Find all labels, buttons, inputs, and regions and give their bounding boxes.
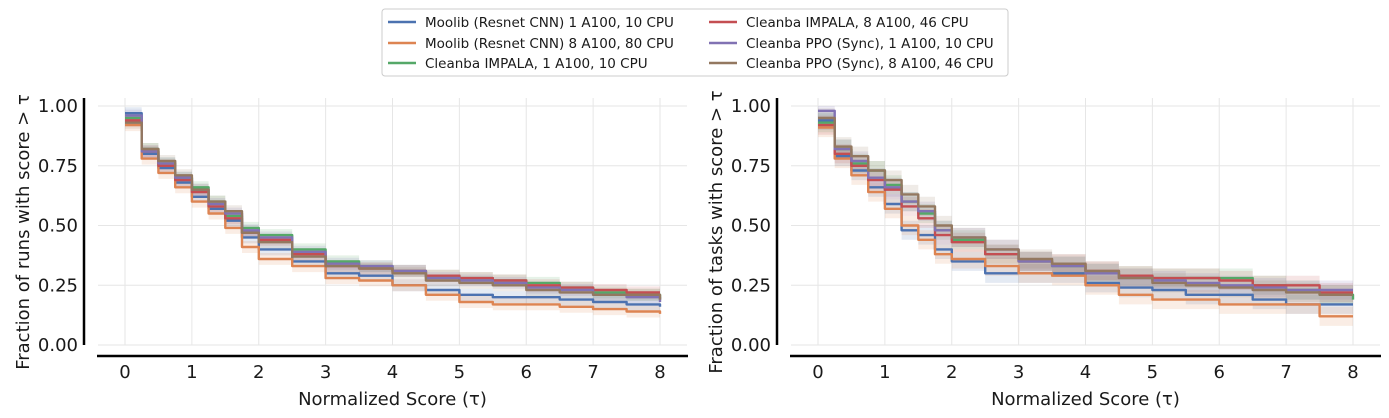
right-panel-tasks: 0 1 2 3 4 5 6 7 8 0.00 0.25 0.50 0.75 1.00 Normalized …: [706, 90, 1381, 410]
series-lines: [125, 111, 662, 314]
x-tick-label: 3: [1013, 362, 1024, 383]
y-tick-label: 1.00: [731, 96, 771, 117]
x-axis-label: Normalized Score (τ): [991, 389, 1180, 410]
legend-frame: [381, 8, 1009, 77]
y-tick-label: 0.75: [38, 156, 78, 177]
x-tick-label: 5: [1147, 362, 1158, 383]
gridlines: [98, 98, 687, 346]
x-tick-label: 2: [946, 362, 957, 383]
x-tick-label: 0: [812, 362, 823, 383]
y-axis-label: Fraction of runs with score > τ: [13, 94, 34, 370]
legend-item-moolib-resnet-cnn-8-a100-80-cpu: Moolib (Resnet CNN) 8 A100, 80 CPU: [388, 36, 674, 52]
x-tick-label: 1: [186, 362, 197, 383]
x-axis-label: Normalized Score (τ): [298, 389, 487, 410]
series-line-cleanba-ppo-sync-8-a100-46-cpu: [125, 121, 662, 300]
x-tick-label: 7: [1280, 362, 1291, 383]
x-tick-label: 0: [119, 362, 130, 383]
x-tick-label: 4: [1080, 362, 1091, 383]
y-tick-label: 0.25: [38, 275, 78, 296]
series-lines: [818, 109, 1355, 318]
legend-item-cleanba-impala-1-a100-10-cpu: Cleanba IMPALA, 1 A100, 10 CPU: [388, 56, 648, 72]
legend-item-cleanba-ppo-sync-8-a100-46-cpu: Cleanba PPO (Sync), 8 A100, 46 CPU: [709, 56, 994, 72]
legend-label: Moolib (Resnet CNN) 1 A100, 10 CPU: [425, 15, 674, 31]
x-tick-label: 7: [587, 362, 598, 383]
legend-label: Moolib (Resnet CNN) 8 A100, 80 CPU: [425, 36, 674, 52]
x-tick-label: 8: [654, 362, 665, 383]
legend-item-cleanba-impala-8-a100-46-cpu: Cleanba IMPALA, 8 A100, 46 CPU: [709, 15, 969, 31]
legend-label: Cleanba PPO (Sync), 1 A100, 10 CPU: [746, 36, 994, 52]
x-tick-label: 1: [879, 362, 890, 383]
y-tick-label: 1.00: [38, 96, 78, 117]
series-line-cleanba-impala-8-a100-46-cpu: [818, 123, 1353, 294]
series-line-moolib-resnet-cnn-8-a100-80-cpu: [125, 123, 662, 314]
legend-item-moolib-resnet-cnn-1-a100-10-cpu: Moolib (Resnet CNN) 1 A100, 10 CPU: [388, 15, 674, 31]
x-tick-label: 4: [387, 362, 398, 383]
series-line-cleanba-ppo-sync-8-a100-46-cpu: [818, 116, 1353, 296]
series-line-moolib-resnet-cnn-8-a100-80-cpu: [818, 126, 1353, 318]
x-tick-label: 6: [1214, 362, 1225, 383]
x-tick-label: 8: [1347, 362, 1358, 383]
x-tick-label: 3: [320, 362, 331, 383]
y-axis-label: Fraction of tasks with score > τ: [706, 90, 727, 373]
band-cleanba-ppo-sync-1-a100-10-cpu: [818, 106, 1353, 300]
legend-label: Cleanba IMPALA, 1 A100, 10 CPU: [425, 56, 648, 72]
legend-label: Cleanba IMPALA, 8 A100, 46 CPU: [746, 15, 969, 31]
y-tick-label: 0.00: [731, 335, 771, 356]
x-tick-label: 5: [454, 362, 465, 383]
y-tick-label: 0.00: [38, 335, 78, 356]
x-tick-label: 2: [253, 362, 264, 383]
legend-item-cleanba-ppo-sync-1-a100-10-cpu: Cleanba PPO (Sync), 1 A100, 10 CPU: [709, 36, 994, 52]
y-tick-label: 0.50: [731, 216, 771, 237]
y-tick-label: 0.50: [38, 216, 78, 237]
y-tick-label: 0.75: [731, 156, 771, 177]
legend: Moolib (Resnet CNN) 1 A100, 10 CPU Moolib…: [381, 8, 1009, 77]
legend-label: Cleanba PPO (Sync), 8 A100, 46 CPU: [746, 56, 994, 72]
left-panel-runs: 0 1 2 3 4 5 6 7 8 0.00 0.25 0.50 0.75 1.00 Normalized …: [13, 94, 688, 410]
x-tick-label: 6: [521, 362, 532, 383]
y-tick-label: 0.25: [731, 275, 771, 296]
